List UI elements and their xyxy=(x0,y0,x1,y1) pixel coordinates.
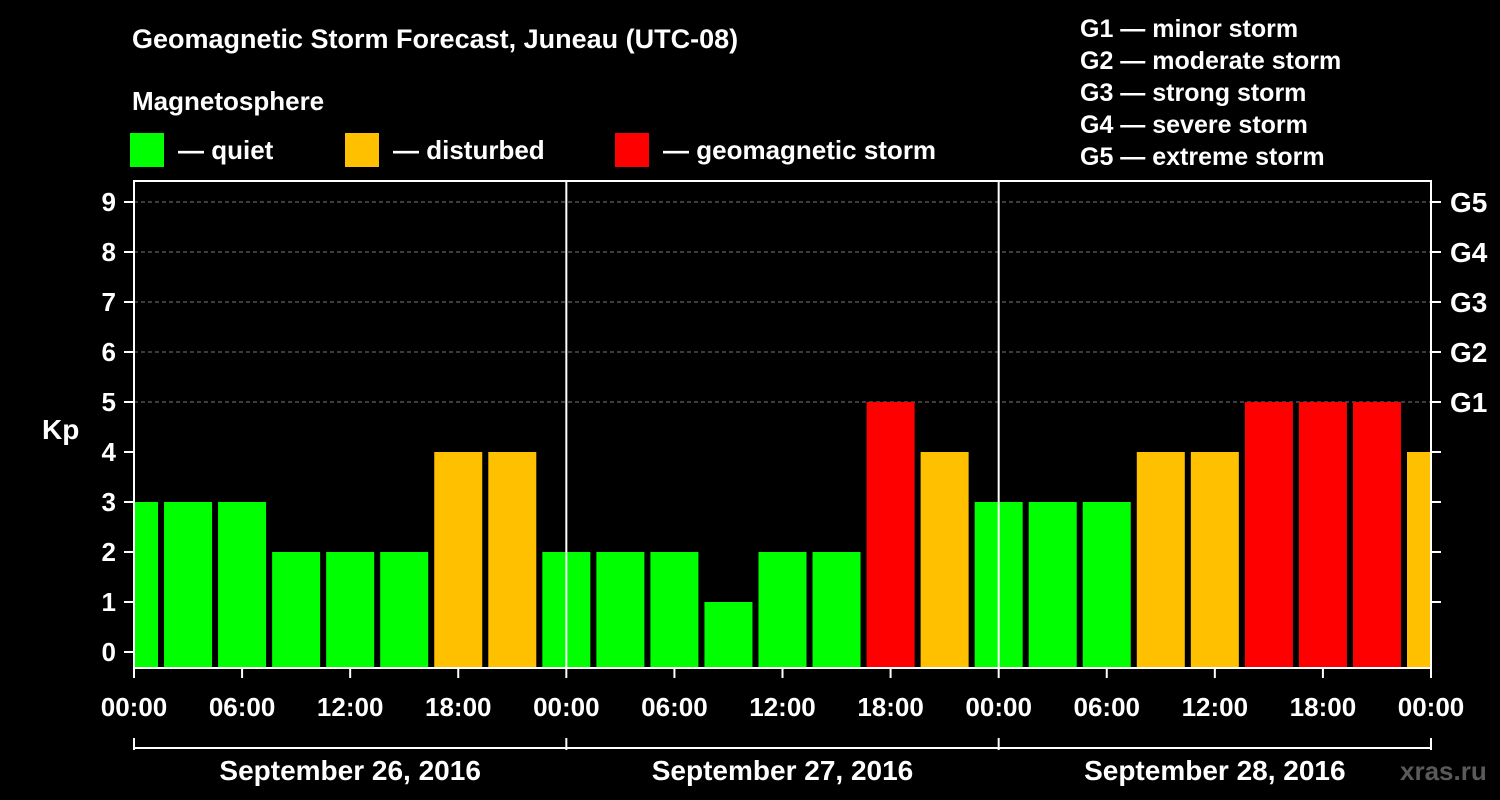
x-tick-label: 06:00 xyxy=(641,692,708,722)
x-tick-label: 00:00 xyxy=(533,692,600,722)
legend-label-disturbed: — disturbed xyxy=(393,134,545,165)
kp-bar xyxy=(135,502,158,668)
legend-item-disturbed: — disturbed xyxy=(345,133,545,167)
kp-bar xyxy=(434,452,483,668)
kp-bar xyxy=(1407,452,1430,668)
x-tick-label: 12:00 xyxy=(317,692,384,722)
x-tick-label: 18:00 xyxy=(1290,692,1357,722)
watermark: xras.ru xyxy=(1400,756,1487,786)
chart-title: Geomagnetic Storm Forecast, Juneau (UTC-… xyxy=(132,24,739,54)
y-tick-label: 5 xyxy=(102,387,116,417)
kp-bar xyxy=(488,452,537,668)
legend-item-storm: — geomagnetic storm xyxy=(615,133,936,167)
right-axis-label: G3 xyxy=(1450,287,1487,318)
quiet-swatch xyxy=(130,133,164,167)
kp-bar xyxy=(758,552,807,668)
x-tick-label: 00:00 xyxy=(965,692,1032,722)
y-tick-label: 7 xyxy=(102,287,116,317)
kp-bar xyxy=(380,552,429,668)
y-tick-label: 0 xyxy=(102,637,116,667)
kp-bar xyxy=(1136,452,1185,668)
day-label: September 26, 2016 xyxy=(219,755,481,786)
kp-bar xyxy=(812,552,861,668)
legend-item-quiet: — quiet xyxy=(130,133,273,167)
x-tick-label: 00:00 xyxy=(1398,692,1465,722)
y-tick-label: 8 xyxy=(102,237,116,267)
y-tick-label: 1 xyxy=(102,587,116,617)
kp-bar xyxy=(164,502,213,668)
day-label: September 28, 2016 xyxy=(1084,755,1346,786)
x-tick-label: 18:00 xyxy=(425,692,492,722)
kp-bar xyxy=(1352,402,1401,668)
x-tick-label: 00:00 xyxy=(101,692,168,722)
kp-bar xyxy=(1244,402,1293,668)
y-axis-label: Kp xyxy=(42,414,79,445)
right-axis-label: G4 xyxy=(1450,237,1488,268)
storm-level-g4: G4 — severe storm xyxy=(1080,111,1308,139)
day-label: September 27, 2016 xyxy=(652,755,914,786)
x-tick-label: 18:00 xyxy=(857,692,924,722)
y-tick-label: 6 xyxy=(102,337,116,367)
kp-bar xyxy=(1082,502,1131,668)
x-tick-label: 12:00 xyxy=(1182,692,1249,722)
storm-swatch xyxy=(615,133,649,167)
y-tick-label: 2 xyxy=(102,537,116,567)
kp-bar xyxy=(1190,452,1239,668)
kp-bar xyxy=(596,552,645,668)
x-tick-label: 06:00 xyxy=(1074,692,1141,722)
legend-label-storm: — geomagnetic storm xyxy=(663,134,937,165)
kp-bar xyxy=(866,402,915,668)
y-tick-label: 4 xyxy=(102,437,117,467)
x-tick-label: 06:00 xyxy=(209,692,276,722)
storm-level-g3: G3 — strong storm xyxy=(1080,79,1307,107)
x-tick-label: 12:00 xyxy=(749,692,816,722)
legend-subtitle: Magnetosphere xyxy=(132,86,325,116)
storm-level-g1: G1 — minor storm xyxy=(1080,15,1299,43)
right-axis-label: G1 xyxy=(1450,387,1487,418)
legend-label-quiet: — quiet xyxy=(178,134,274,165)
kp-bar xyxy=(920,452,969,668)
y-tick-label: 3 xyxy=(102,487,116,517)
disturbed-swatch xyxy=(345,133,379,167)
kp-bar xyxy=(1028,502,1077,668)
kp-bar xyxy=(326,552,375,668)
right-axis-label: G2 xyxy=(1450,337,1487,368)
kp-bar xyxy=(650,552,699,668)
y-tick-label: 9 xyxy=(102,187,116,217)
right-axis-label: G5 xyxy=(1450,187,1487,218)
kp-bar xyxy=(272,552,321,668)
kp-bar xyxy=(704,602,753,668)
kp-bar xyxy=(1298,402,1347,668)
storm-level-g2: G2 — moderate storm xyxy=(1080,47,1342,75)
kp-bar xyxy=(218,502,267,668)
storm-level-g5: G5 — extreme storm xyxy=(1080,143,1325,171)
